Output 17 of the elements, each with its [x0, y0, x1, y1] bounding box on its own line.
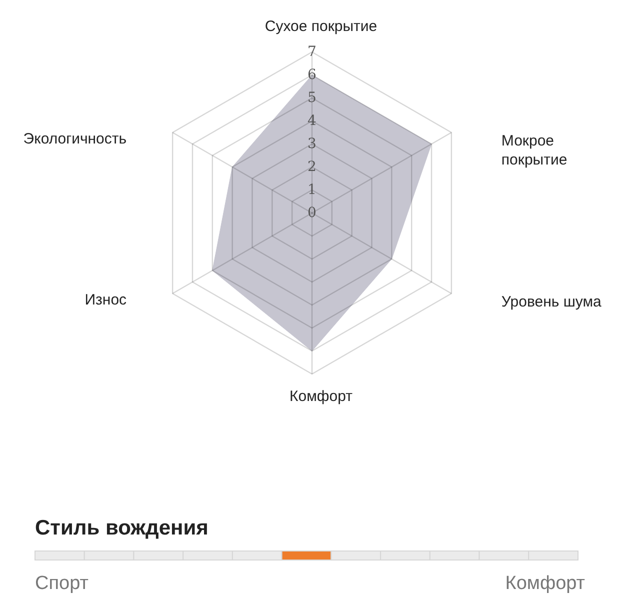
chart-title: Стиль вождения [35, 516, 208, 540]
spoke-label: Мокрое покрытие [501, 132, 568, 168]
spoke-label: Износ [84, 292, 128, 308]
spoke-label: Сухое покрытие [264, 18, 378, 35]
y-tick-label: 5 [308, 90, 316, 106]
text: Комфорт [505, 573, 586, 594]
y-tick-label: 2 [308, 159, 316, 175]
y-tick-label: 3 [308, 136, 316, 152]
y-tick-label: 6 [308, 67, 317, 83]
y-tick-label: 7 [308, 44, 316, 60]
spoke-label: Комфорт [290, 388, 353, 405]
y-tick-label: 4 [308, 113, 317, 129]
spoke-label: Уровень шума [501, 294, 602, 310]
y-tick-label: 0 [308, 205, 316, 221]
spoke-label: Экологичность [23, 130, 127, 148]
text: Спорт [35, 573, 89, 594]
y-tick-label: 1 [308, 182, 316, 198]
